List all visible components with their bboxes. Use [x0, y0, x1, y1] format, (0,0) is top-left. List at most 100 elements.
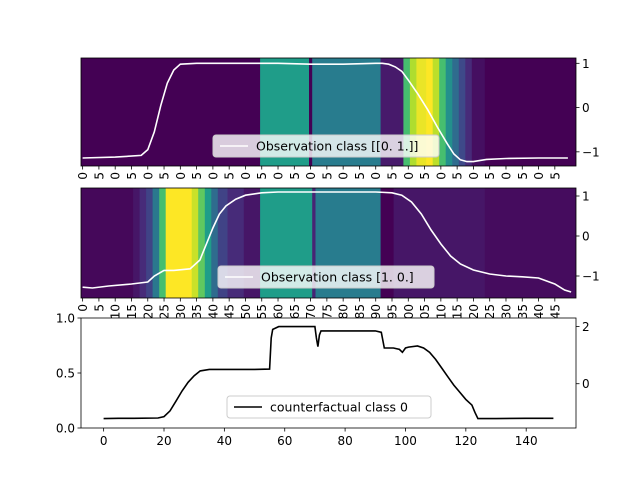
heatmap-cell — [165, 188, 193, 298]
series-line — [82, 62, 568, 163]
y-tick-label: 0 — [582, 101, 590, 115]
x-tick-label: 55 — [255, 304, 269, 319]
heatmap-cell — [211, 188, 219, 298]
series-line — [82, 191, 572, 293]
heatmap-cell — [133, 188, 141, 298]
heatmap-cell — [312, 188, 317, 298]
x-tick-label: 0 — [141, 172, 155, 180]
legend-box — [212, 134, 440, 158]
x-tick-label: 140 — [515, 434, 538, 448]
heatmap-cell — [217, 188, 229, 298]
heatmap-cell — [439, 58, 447, 166]
x-tick-label: 5 — [92, 304, 106, 312]
x-tick-label: 0 — [402, 172, 416, 180]
x-tick-label: 0 — [337, 172, 351, 180]
x-tick-label: 60 — [277, 434, 292, 448]
x-tick-label: 0 — [100, 434, 108, 448]
x-tick-label: 0 — [239, 172, 253, 180]
x-tick-label: 0 — [272, 172, 286, 180]
axes-frame — [80, 57, 577, 167]
heatmap-cell — [452, 58, 460, 166]
x-tick-label: 0 — [434, 172, 448, 180]
x-tick-label: 40 — [217, 434, 232, 448]
heatmap-cell — [309, 58, 313, 166]
heatmap-cell — [484, 58, 576, 166]
x-tick-label: 0 — [369, 172, 383, 180]
x-tick-label: 5 — [353, 172, 367, 180]
heatmap-cell — [409, 58, 417, 166]
x-tick-label: 5 — [255, 172, 269, 180]
legend-label: Observation class [[0. 1.]] — [256, 139, 418, 154]
y-left-tick-label: 0.0 — [56, 422, 75, 436]
x-tick-label: 0 — [174, 172, 188, 180]
x-tick-label: 5 — [158, 172, 172, 180]
legend-label: Observation class [1. 0.] — [261, 270, 414, 285]
heatmap-cell — [471, 58, 486, 166]
y-right-tick-label: 0 — [582, 377, 590, 391]
x-tick-label: 5 — [125, 172, 139, 180]
x-tick-label: 5 — [451, 172, 465, 180]
x-tick-label: 20 — [141, 304, 155, 319]
y-tick-label: 1 — [582, 190, 590, 204]
heatmap-cell — [484, 188, 576, 298]
heatmap — [81, 188, 576, 298]
x-tick-label: 5 — [320, 172, 334, 180]
y-tick-label: 0 — [582, 230, 590, 244]
x-tick-label: 0 — [532, 172, 546, 180]
y-tick-label: −1 — [582, 270, 600, 284]
y-tick-label: −1 — [582, 145, 600, 159]
x-tick-label: 80 — [337, 304, 351, 319]
x-tick-label: 0 — [76, 304, 90, 312]
axes-frame — [80, 187, 577, 299]
x-tick-label: 15 — [125, 304, 139, 319]
x-tick-label: 65 — [288, 304, 302, 319]
x-tick-label: 0 — [206, 172, 220, 180]
x-tick-label: 0 — [499, 172, 513, 180]
series-line — [103, 325, 554, 420]
legend-box — [217, 265, 435, 289]
x-tick-label: 0 — [76, 172, 90, 180]
heatmap-cell — [465, 58, 473, 166]
legend-label: counterfactual class 0 — [270, 400, 408, 415]
heatmap-cell — [416, 58, 427, 166]
x-tick-label: 5 — [190, 172, 204, 180]
x-tick-label: 60 — [272, 304, 286, 319]
middle-panel: Observation class [1. 0.]10−10 5 10 15 20 25 3… — [76, 187, 600, 327]
heatmap-cell — [458, 58, 466, 166]
y-left-tick-label: 1.0 — [56, 312, 75, 326]
bottom-panel: counterfactual class 00 20 40 60 80 100 120 140… — [56, 312, 590, 449]
x-tick-label: 95 — [386, 304, 400, 319]
x-tick-label: 5 — [386, 172, 400, 180]
x-tick-label: 70 — [304, 304, 318, 319]
heatmap-cell — [81, 188, 134, 298]
heatmap-cell — [146, 188, 154, 298]
x-tick-label: 120 — [454, 434, 477, 448]
heatmap-cell — [445, 58, 453, 166]
heatmap-cell — [191, 188, 199, 298]
top-panel: Observation class [[0. 1.]]10−10 5 0 5 0 5 0 5 0… — [76, 57, 600, 180]
x-tick-label: 0 — [467, 172, 481, 180]
x-tick-label: 10 — [109, 304, 123, 319]
x-tick-label: 5 — [483, 172, 497, 180]
x-tick-label: 85 — [353, 304, 367, 319]
x-tick-label: 90 — [369, 304, 383, 319]
x-tick-label: 40 — [206, 304, 220, 319]
legend-box — [226, 395, 432, 419]
x-tick-label: 5 — [548, 172, 562, 180]
y-right-tick-label: 2 — [582, 320, 590, 334]
x-tick-label: 50 — [239, 304, 253, 319]
heatmap-cell — [139, 188, 147, 298]
x-tick-label: 5 — [288, 172, 302, 180]
y-left-tick-label: 0.5 — [56, 367, 75, 381]
x-tick-label: 0 — [109, 172, 123, 180]
heatmap-cell — [152, 188, 160, 298]
x-tick-label: 5 — [516, 172, 530, 180]
heatmap-cell — [432, 58, 440, 166]
x-tick-label: 75 — [320, 304, 334, 319]
x-tick-label: 0 — [304, 172, 318, 180]
heatmap-cell — [159, 188, 167, 298]
x-tick-label: 5 — [223, 172, 237, 180]
x-tick-label: 25 — [158, 304, 172, 319]
y-tick-label: 1 — [582, 57, 590, 71]
